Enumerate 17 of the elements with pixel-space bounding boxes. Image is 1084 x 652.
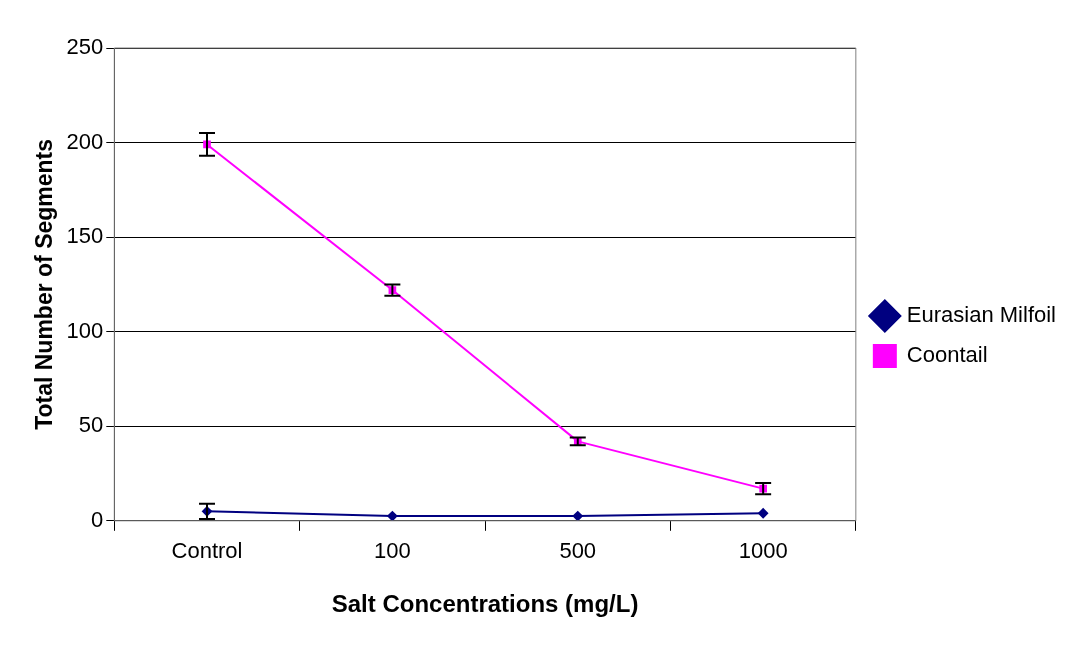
point xyxy=(387,511,398,521)
point xyxy=(758,508,769,519)
y-tick-label: 250 xyxy=(66,34,104,60)
x-axis-title: Salt Concentrations (mg/L) xyxy=(331,590,639,618)
legend-label: Eurasian Milfoil xyxy=(906,302,1057,328)
y-tick-label: 50 xyxy=(78,412,104,438)
y-tick-label: 0 xyxy=(91,506,104,532)
point xyxy=(572,511,583,521)
y-tick-label: 100 xyxy=(66,317,104,343)
y-tick-label: 150 xyxy=(66,223,104,249)
x-tick-label: Control xyxy=(171,538,243,564)
x-tick-label: 100 xyxy=(374,538,411,564)
y-axis-title: Total Number of Segments xyxy=(31,138,58,430)
legend-label: Coontail xyxy=(906,342,988,368)
x-tick-label: 500 xyxy=(559,538,597,564)
x-tick-label: 1000 xyxy=(738,538,788,564)
y-tick-label: 200 xyxy=(66,128,104,154)
